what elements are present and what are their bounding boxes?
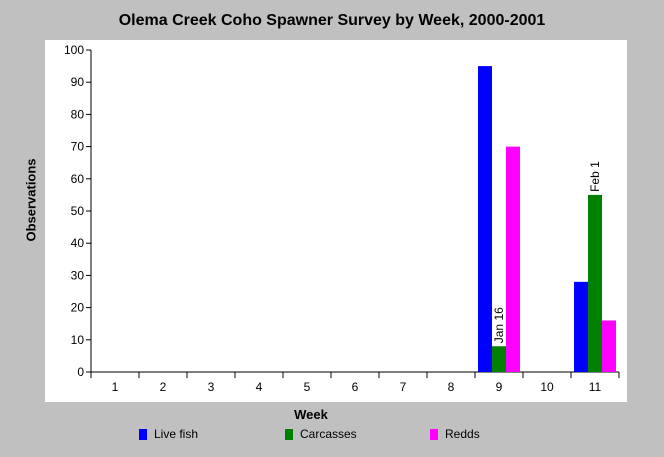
x-tick-label-4: 4 [256,380,263,394]
x-tick-label-6: 6 [352,380,359,394]
chart-title: Olema Creek Coho Spawner Survey by Week,… [118,12,546,29]
legend-label-live-fish: Live fish [154,427,199,441]
bar-carcasses-week-11 [588,194,602,372]
plot-background [45,40,627,402]
legend-item-carcasses: Carcasses [285,427,357,441]
y-tick-label-60: 60 [71,172,85,186]
y-tick-label-0: 0 [77,365,84,379]
x-tick-label-10: 10 [540,380,554,394]
x-axis-label: Week [294,407,328,422]
legend-swatch-live-fish [139,428,147,440]
legend-label-redds: Redds [445,427,480,441]
annotation-feb-1: Feb 1 [588,161,602,192]
y-tick-label-80: 80 [71,107,85,121]
x-tick-label-2: 2 [160,380,167,394]
x-tick-label-8: 8 [448,380,455,394]
y-tick-label-50: 50 [71,204,85,218]
x-tick-label-9: 9 [496,380,503,394]
y-tick-label-90: 90 [71,75,85,89]
legend-swatch-redds [430,428,438,440]
legend-item-redds: Redds [430,427,480,441]
bar-live-fish-week-9 [478,66,492,372]
legend-label-carcasses: Carcasses [300,427,357,441]
x-tick-label-3: 3 [208,380,215,394]
bar-live-fish-week-11 [574,281,588,372]
x-tick-label-11: 11 [589,380,602,394]
legend: Live fish Carcasses Redds [0,427,664,443]
legend-item-live-fish: Live fish [139,427,198,441]
y-tick-label-100: 100 [64,43,84,57]
y-tick-label-70: 70 [71,140,85,154]
y-axis-label: Observations [23,158,39,242]
y-tick-label-30: 30 [71,268,85,282]
x-tick-label-7: 7 [400,380,407,394]
annotation-jan-16: Jan 16 [492,307,506,343]
y-tick-label-40: 40 [71,236,85,250]
bar-redds-week-9 [506,146,520,372]
x-tick-label-1: 1 [112,380,119,394]
legend-swatch-carcasses [285,428,293,440]
bar-redds-week-11 [602,320,616,372]
bar-carcasses-week-9 [492,346,506,372]
x-tick-label-5: 5 [304,380,311,394]
y-tick-label-10: 10 [71,333,85,347]
y-tick-label-20: 20 [71,301,85,315]
